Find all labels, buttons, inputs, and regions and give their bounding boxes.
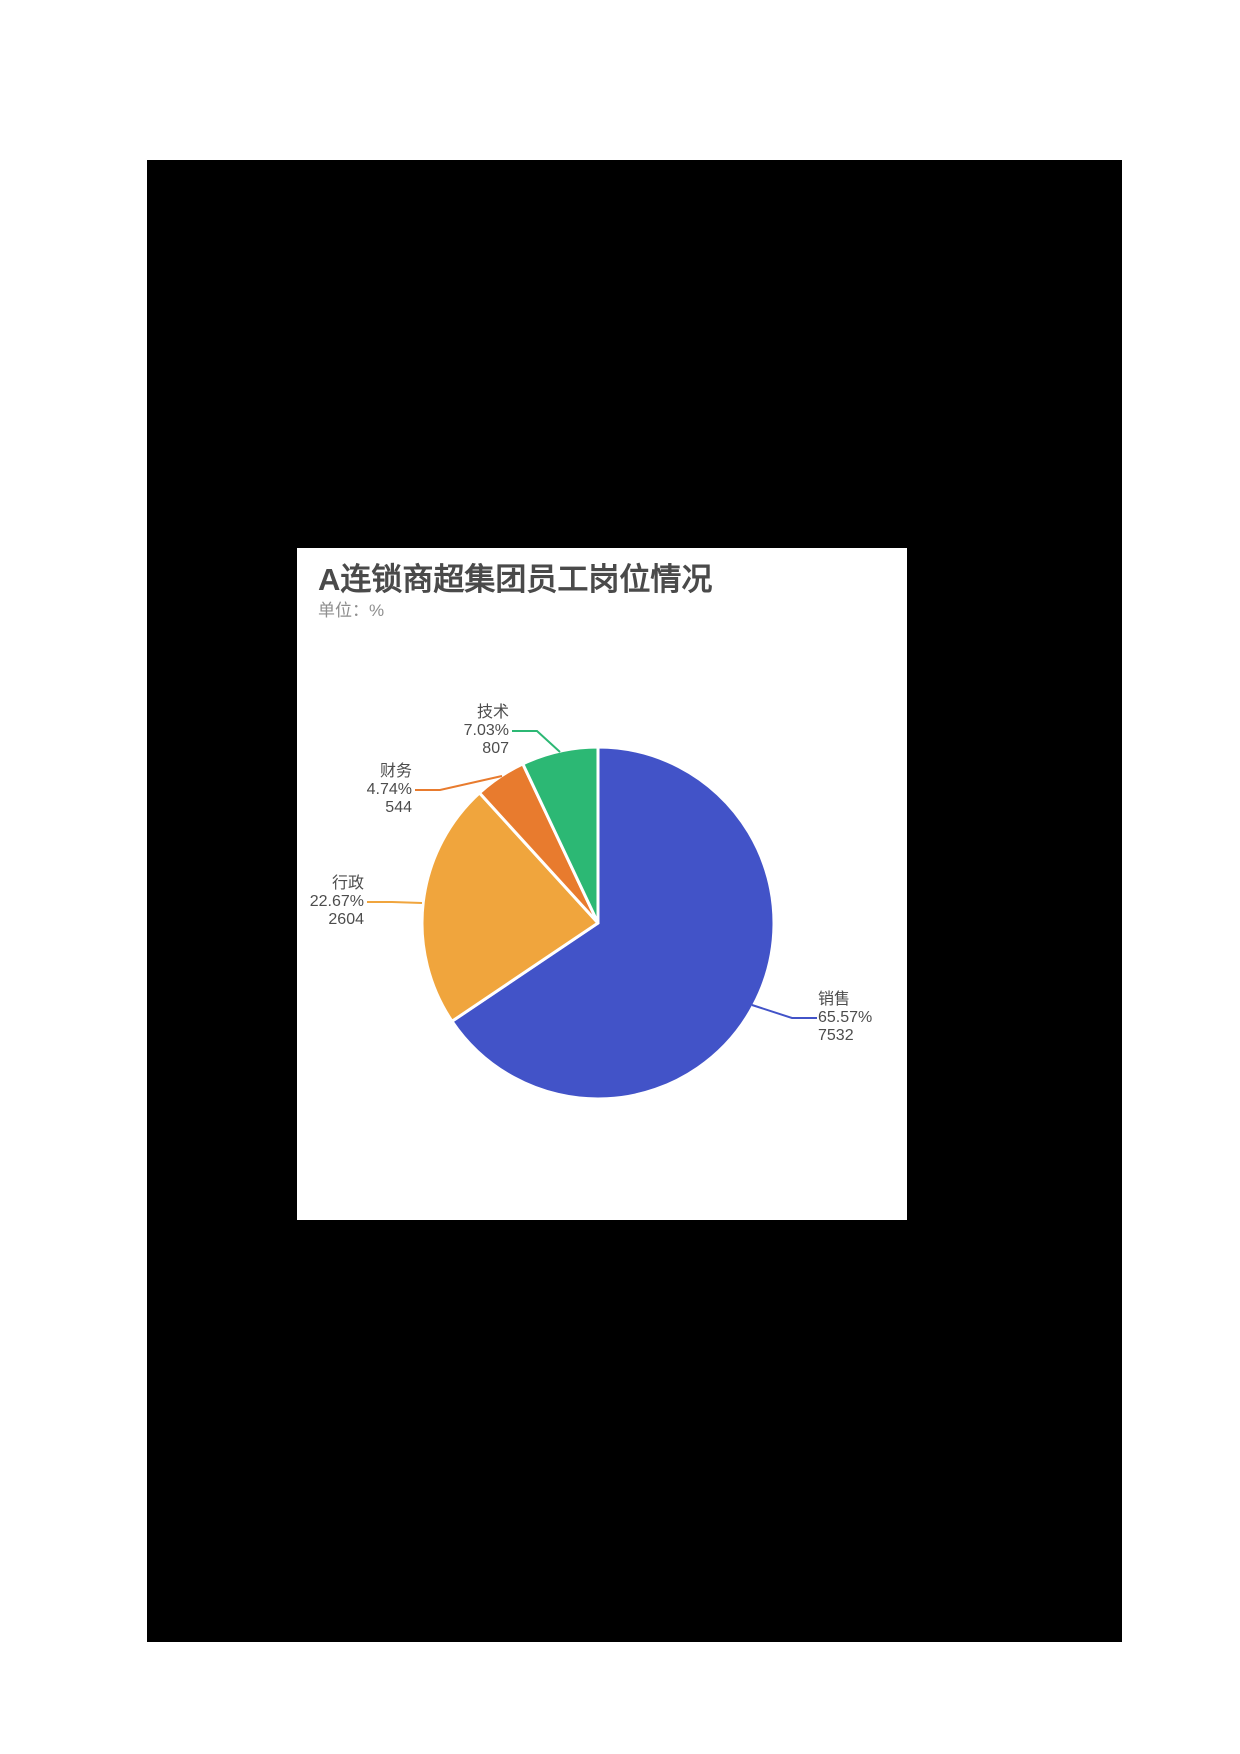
- pie-leader-2: [415, 775, 503, 791]
- pie-label-value: 807: [482, 740, 509, 757]
- pie-svg: [367, 730, 817, 1101]
- pie-label-finance: 财务 4.74% 544: [367, 763, 412, 817]
- pie-label-name: 财务: [379, 763, 412, 780]
- pie-leader-0: [751, 1004, 817, 1019]
- pie-slice-1[interactable]: [420, 791, 600, 1023]
- pie-label-name: 销售: [818, 991, 851, 1008]
- pie-label-name: 行政: [331, 875, 364, 892]
- pie-label-sales: 销售 65.57% 7532: [818, 991, 872, 1045]
- black-backdrop: A连锁商超集团员工岗位情况 单位：% 销售 65.57% 7532 行政 22.…: [147, 160, 1122, 1642]
- pie-label-admin: 行政 22.67% 2604: [310, 875, 364, 929]
- pie-label-pct: 65.57%: [818, 1009, 873, 1026]
- pie-label-pct: 22.67%: [309, 893, 364, 910]
- pie-leader-1: [367, 901, 423, 904]
- chart-title: A连锁商超集团员工岗位情况: [318, 562, 713, 597]
- pie-leader-3: [512, 730, 561, 753]
- chart-subtitle: 单位：%: [318, 601, 385, 620]
- pie-label-name: 技术: [476, 704, 509, 721]
- pie-label-pct: 7.03%: [463, 722, 509, 739]
- chart-card: A连锁商超集团员工岗位情况 单位：% 销售 65.57% 7532 行政 22.…: [297, 548, 907, 1220]
- pie-label-value: 2604: [328, 911, 364, 928]
- pie-label-pct: 4.74%: [366, 781, 412, 798]
- pie-label-value: 7532: [818, 1027, 854, 1044]
- pie-label-value: 544: [385, 799, 412, 816]
- pie-label-tech: 技术 7.03% 807: [464, 704, 509, 758]
